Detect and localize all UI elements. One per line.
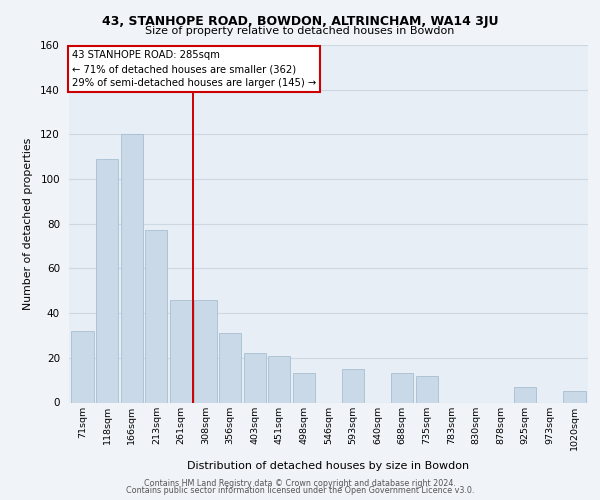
Text: 43 STANHOPE ROAD: 285sqm
← 71% of detached houses are smaller (362)
29% of semi-: 43 STANHOPE ROAD: 285sqm ← 71% of detach… <box>71 50 316 88</box>
Bar <box>244 354 266 403</box>
Y-axis label: Number of detached properties: Number of detached properties <box>23 138 33 310</box>
Bar <box>293 374 315 402</box>
Bar <box>268 356 290 403</box>
Bar <box>121 134 143 402</box>
Bar <box>416 376 438 402</box>
Text: Contains public sector information licensed under the Open Government Licence v3: Contains public sector information licen… <box>126 486 474 495</box>
Text: Size of property relative to detached houses in Bowdon: Size of property relative to detached ho… <box>145 26 455 36</box>
Bar <box>194 300 217 403</box>
Bar <box>563 392 586 402</box>
Bar <box>145 230 167 402</box>
Bar <box>96 159 118 402</box>
Bar <box>219 333 241 402</box>
Text: Contains HM Land Registry data © Crown copyright and database right 2024.: Contains HM Land Registry data © Crown c… <box>144 478 456 488</box>
Bar <box>71 331 94 402</box>
Text: 43, STANHOPE ROAD, BOWDON, ALTRINCHAM, WA14 3JU: 43, STANHOPE ROAD, BOWDON, ALTRINCHAM, W… <box>102 15 498 28</box>
X-axis label: Distribution of detached houses by size in Bowdon: Distribution of detached houses by size … <box>187 460 470 470</box>
Bar <box>391 374 413 402</box>
Bar <box>514 387 536 402</box>
Bar <box>342 369 364 402</box>
Bar <box>170 300 192 403</box>
